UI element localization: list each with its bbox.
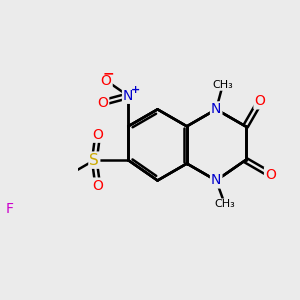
- Text: N: N: [211, 102, 221, 116]
- Text: O: O: [92, 128, 103, 142]
- Text: F: F: [5, 202, 13, 216]
- Text: −: −: [102, 66, 114, 80]
- Text: N: N: [211, 173, 221, 188]
- Text: S: S: [89, 153, 99, 168]
- Text: O: O: [254, 94, 265, 108]
- Text: N: N: [123, 89, 134, 103]
- Text: O: O: [265, 168, 276, 182]
- Text: O: O: [92, 178, 103, 193]
- Text: CH₃: CH₃: [212, 80, 233, 90]
- Text: +: +: [131, 85, 140, 95]
- Text: CH₃: CH₃: [214, 199, 235, 209]
- Text: O: O: [98, 96, 108, 110]
- Text: O: O: [101, 74, 112, 88]
